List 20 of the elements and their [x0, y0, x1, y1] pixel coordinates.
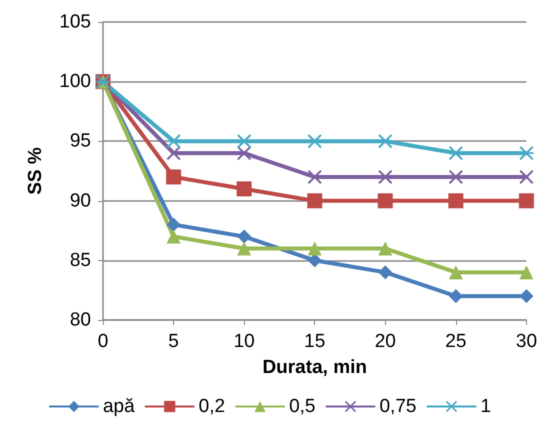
x-axis-title: Durata, min — [262, 357, 367, 378]
y-tick-label: 90 — [70, 190, 91, 212]
x-tick-label: 20 — [374, 331, 396, 352]
legend-label: 0,5 — [289, 396, 316, 417]
x-tick-label: 5 — [168, 331, 179, 352]
y-tick-label: 80 — [70, 310, 91, 330]
legend-label: 1 — [480, 396, 492, 417]
x-tick-label: 25 — [445, 331, 466, 352]
y-tick-label: 85 — [70, 250, 91, 271]
legend-label: 0,2 — [198, 396, 226, 417]
legend-label: 0,75 — [379, 396, 416, 417]
x-tick-label: 10 — [234, 331, 255, 352]
y-tick-label: 105 — [59, 12, 91, 32]
x-tick-label: 30 — [516, 331, 538, 352]
y-tick-label: 95 — [70, 130, 91, 152]
y-axis-title: SS % — [25, 147, 46, 195]
legend-label: apă — [102, 396, 136, 417]
y-tick-label: 100 — [59, 71, 91, 92]
x-tick-label: 0 — [98, 331, 108, 352]
x-tick-label: 15 — [304, 331, 326, 352]
